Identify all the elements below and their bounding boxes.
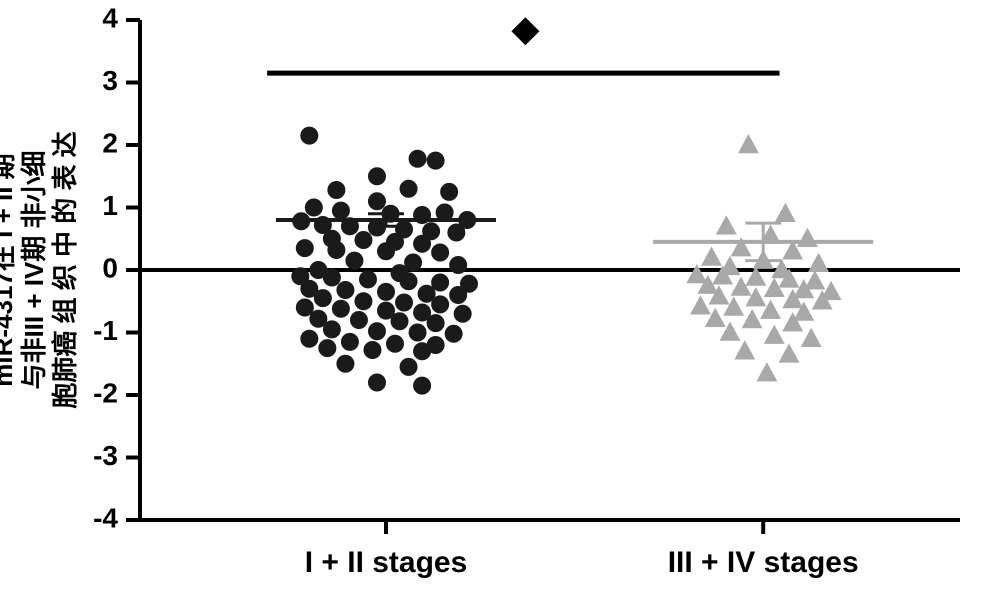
svg-text:2: 2 [102, 127, 118, 158]
svg-text:-1: -1 [93, 315, 118, 346]
svg-text:-4: -4 [93, 502, 118, 533]
svg-text:-3: -3 [93, 440, 118, 471]
svg-text:1: 1 [102, 190, 118, 221]
scatter-chart: -4 -3 -2 -1 0 1 2 3 4 miR-4317在 I + II 期与非III + … [0, 0, 1000, 603]
chart-svg: -4 -3 -2 -1 0 1 2 3 4 [0, 0, 1000, 603]
x-tick-label: III + IV stages [668, 546, 859, 580]
svg-text:0: 0 [102, 252, 118, 283]
y-axis-label: miR-4317在 I + II 期与非III + IV期 非小细胞肺癌 组 织… [0, 131, 82, 408]
svg-text:-2: -2 [93, 377, 118, 408]
svg-text:3: 3 [102, 65, 118, 96]
svg-text:4: 4 [102, 2, 118, 33]
x-tick-label: I + II stages [305, 546, 468, 580]
